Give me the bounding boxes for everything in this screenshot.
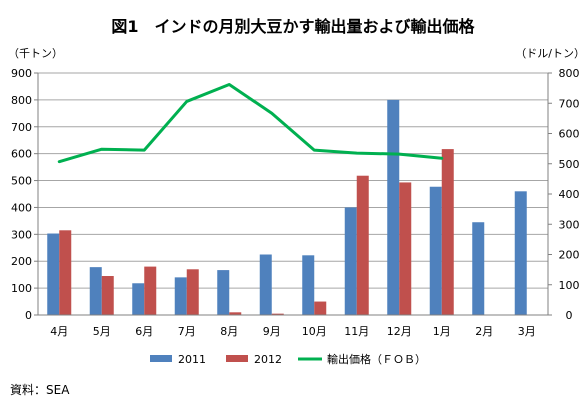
x-tick-label: 7月 xyxy=(178,325,196,338)
right-tick-label: 0 xyxy=(566,309,573,322)
right-tick-label: 800 xyxy=(559,67,580,80)
right-axis-unit: （ドル/トン） xyxy=(515,47,585,60)
x-tick-label: 6月 xyxy=(135,325,153,338)
bar-2012-9月 xyxy=(271,313,284,315)
x-tick-label: 9月 xyxy=(263,325,281,338)
x-tick-label: 10月 xyxy=(302,325,327,338)
legend: 2011 2012 輸出価格（ＦＯＢ） xyxy=(150,352,426,366)
x-axis-labels: 4月 5月 6月 7月 8月 9月 10月 11月 12月 1月 2月 3月 xyxy=(50,325,536,338)
price-line xyxy=(57,82,444,164)
chart-title: 図1 インドの月別大豆かす輸出量および輸出価格 xyxy=(111,17,475,36)
right-axis-ticks: 0 100 200 300 400 500 600 700 800 xyxy=(548,67,580,322)
right-tick-label: 300 xyxy=(559,218,580,231)
left-tick-label: 800 xyxy=(11,94,32,107)
left-tick-label: 600 xyxy=(11,148,32,161)
right-tick-label: 600 xyxy=(559,128,580,141)
right-tick-label: 100 xyxy=(559,279,580,292)
bar-2011-1月 xyxy=(429,186,442,315)
left-axis-ticks: 0 100 200 300 400 500 600 700 800 900 xyxy=(11,67,38,322)
source-note: 資料：SEA xyxy=(10,383,70,397)
x-tick-label: 8月 xyxy=(220,325,238,338)
legend-label-2011: 2011 xyxy=(178,353,206,366)
axes xyxy=(37,73,549,316)
bar-2011-3月 xyxy=(514,191,527,315)
gridlines xyxy=(38,72,548,289)
legend-label-price: 輸出価格（ＦＯＢ） xyxy=(327,352,426,366)
x-tick-label: 3月 xyxy=(518,325,536,338)
x-tick-label: 11月 xyxy=(344,325,369,338)
left-tick-label: 0 xyxy=(25,309,32,322)
right-tick-label: 500 xyxy=(559,158,580,171)
bar-2011-10月 xyxy=(302,255,315,315)
legend-swatch-2011 xyxy=(150,355,172,362)
bar-2011-9月 xyxy=(259,254,272,315)
bar-2011-8月 xyxy=(217,270,230,315)
bar-2012-1月 xyxy=(441,149,454,315)
left-tick-label: 700 xyxy=(11,121,32,134)
bar-2011-5月 xyxy=(89,267,102,315)
bar-2012-4月 xyxy=(59,230,72,315)
bar-2011-6月 xyxy=(132,283,145,315)
right-tick-label: 200 xyxy=(559,249,580,262)
legend-swatch-2012 xyxy=(226,355,248,362)
bar-2012-8月 xyxy=(229,312,242,315)
bar-2012-7月 xyxy=(186,269,199,315)
left-tick-label: 400 xyxy=(11,201,32,214)
left-tick-label: 300 xyxy=(11,228,32,241)
x-tick-label: 12月 xyxy=(387,325,412,338)
x-tick-label: 5月 xyxy=(93,325,111,338)
bar-2011-4月 xyxy=(47,233,60,315)
right-tick-label: 700 xyxy=(559,97,580,110)
bar-2012-5月 xyxy=(101,276,114,315)
left-tick-label: 900 xyxy=(11,67,32,80)
bar-2012-11月 xyxy=(356,175,369,315)
x-tick-label: 2月 xyxy=(475,325,493,338)
bar-2011-12月 xyxy=(387,99,400,315)
right-tick-label: 400 xyxy=(559,188,580,201)
left-tick-label: 200 xyxy=(11,255,32,268)
left-tick-label: 500 xyxy=(11,175,32,188)
legend-label-2012: 2012 xyxy=(254,353,282,366)
bar-2012-12月 xyxy=(399,182,412,315)
bar-2011-2月 xyxy=(472,222,485,315)
x-tick-label: 4月 xyxy=(50,325,68,338)
bars xyxy=(47,99,527,315)
line-series-price xyxy=(57,82,444,164)
bar-2012-6月 xyxy=(144,266,157,315)
x-tick-label: 1月 xyxy=(433,325,451,338)
bar-2012-10月 xyxy=(314,301,327,315)
bar-2011-11月 xyxy=(344,207,357,315)
bar-2011-7月 xyxy=(174,277,187,315)
left-axis-unit: （千トン） xyxy=(8,47,63,60)
left-tick-label: 100 xyxy=(11,282,32,295)
